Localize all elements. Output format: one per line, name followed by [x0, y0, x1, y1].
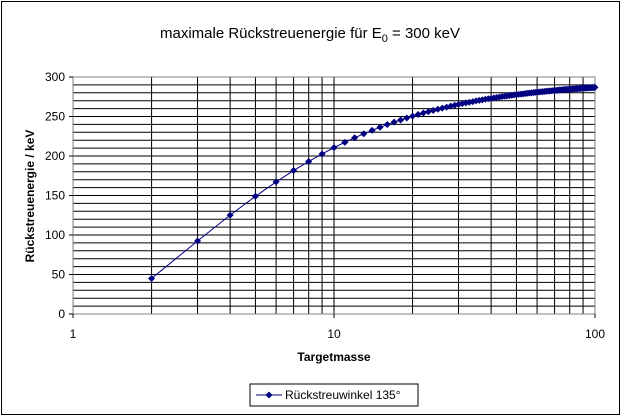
data-point [290, 167, 298, 175]
y-tick-label: 250 [45, 110, 65, 124]
data-point [390, 118, 398, 126]
data-point [251, 192, 259, 200]
data-point [330, 144, 338, 152]
data-point [419, 109, 427, 117]
data-point [351, 134, 359, 142]
data-point [591, 83, 599, 91]
x-tick-label: 1 [70, 327, 77, 341]
y-tick-label: 150 [45, 189, 65, 203]
legend-box [249, 383, 419, 407]
chart-title-prefix: maximale Rückstreuenergie für E [160, 25, 382, 42]
data-point [272, 178, 280, 186]
y-tick-label: 200 [45, 149, 65, 163]
y-axis-title: Rückstreuenergie / keV [23, 130, 37, 263]
x-tick-label: 10 [327, 327, 341, 341]
y-tick-label: 0 [58, 307, 65, 321]
y-tick-label: 100 [45, 228, 65, 242]
data-point [194, 237, 202, 245]
data-point [376, 123, 384, 131]
data-point [414, 111, 422, 119]
gridlines [73, 77, 595, 314]
data-point [383, 121, 391, 129]
chart-title-subscript: 0 [382, 33, 388, 45]
data-point [318, 150, 326, 158]
data-point [305, 157, 313, 165]
data-point [226, 211, 234, 219]
y-tick-label: 300 [45, 70, 65, 84]
legend: Rückstreuwinkel 135° [249, 383, 419, 407]
tick-labels: 0 50 100 150 200 250 300 1 10 100 [45, 70, 605, 341]
data-point [341, 138, 349, 146]
data-point [424, 108, 432, 116]
data-point [368, 126, 376, 134]
legend-marker [265, 391, 273, 399]
data-point [397, 116, 405, 124]
chart-title-suffix: = 300 keV [388, 25, 460, 42]
legend-label: Rückstreuwinkel 135° [285, 388, 401, 402]
series-group [148, 83, 599, 282]
chart-title: maximale Rückstreuenergie für E0 = 300 k… [160, 25, 460, 45]
y-tick-label: 50 [52, 268, 66, 282]
data-point [148, 274, 156, 282]
data-point [360, 130, 368, 138]
x-tick-label: 100 [585, 327, 605, 341]
x-axis-title: Targetmasse [297, 350, 370, 364]
data-point [409, 112, 417, 120]
data-point [403, 114, 411, 122]
